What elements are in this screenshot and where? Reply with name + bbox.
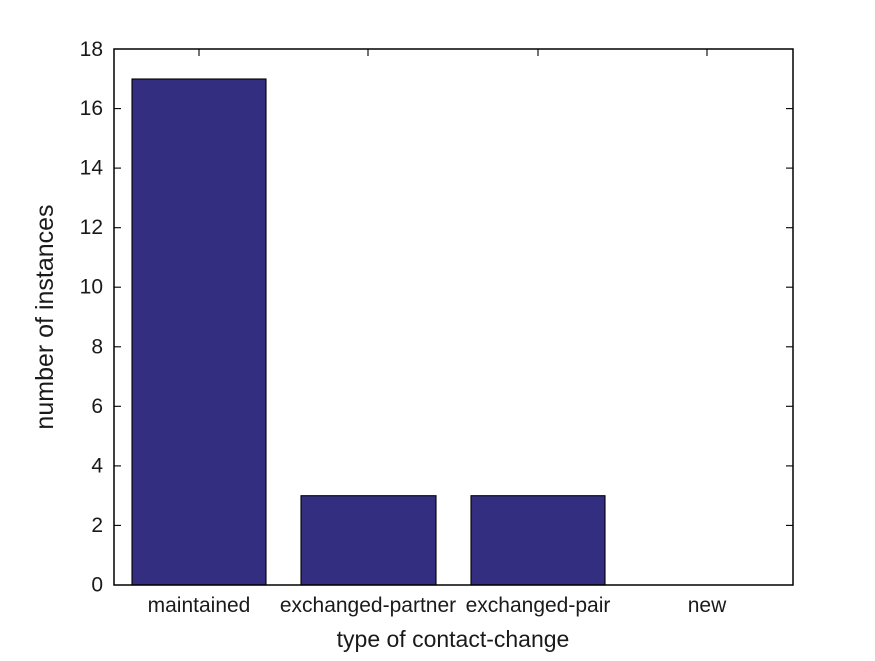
svg-text:exchanged-pair: exchanged-pair [466, 594, 611, 617]
svg-text:new: new [688, 594, 727, 617]
svg-text:exchanged-partner: exchanged-partner [280, 594, 456, 617]
svg-text:14: 14 [80, 157, 104, 180]
svg-text:4: 4 [91, 454, 103, 477]
svg-text:18: 18 [80, 38, 103, 61]
svg-text:12: 12 [80, 216, 103, 239]
svg-text:10: 10 [80, 276, 103, 299]
svg-text:6: 6 [91, 395, 103, 418]
svg-text:8: 8 [91, 335, 103, 358]
svg-text:type of contact-change: type of contact-change [337, 626, 570, 652]
svg-text:number of instances: number of instances [31, 204, 59, 429]
svg-text:0: 0 [91, 574, 103, 597]
svg-text:16: 16 [80, 97, 103, 120]
svg-text:2: 2 [91, 514, 103, 537]
svg-text:maintained: maintained [148, 594, 251, 617]
